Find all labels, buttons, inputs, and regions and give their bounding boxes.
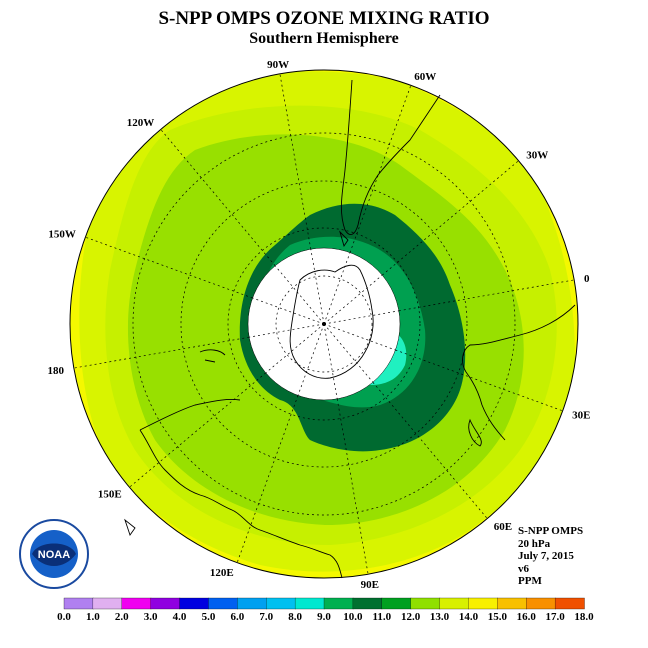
colorbar-swatch <box>121 597 152 610</box>
colorbar-tick-label: 11.0 <box>372 611 391 623</box>
longitude-label: 90E <box>361 579 379 591</box>
south-pole-marker <box>322 322 326 326</box>
australia-coast <box>139 399 343 579</box>
colorbar-swatches <box>63 597 585 610</box>
colorbar-tick-label: 6.0 <box>230 611 244 623</box>
info-instrument: S-NPP OMPS <box>518 525 584 537</box>
noaa-logo: NOAA <box>19 519 89 589</box>
antarctica-coast <box>289 264 374 379</box>
coastlines <box>124 79 576 579</box>
colorbar-swatch <box>63 597 94 610</box>
longitude-label: 60W <box>414 71 436 83</box>
colorbar-swatch <box>208 597 238 610</box>
longitude-label: 150E <box>98 489 122 501</box>
colorbar-swatch <box>439 597 470 610</box>
longitude-label: 90W <box>267 59 289 71</box>
colorbar-tick-label: 3.0 <box>144 611 158 623</box>
graticule <box>73 73 575 575</box>
colorbar-swatch <box>410 597 441 610</box>
longitude-label: 120W <box>127 117 155 129</box>
colorbar-tick-label: 5.0 <box>202 611 216 623</box>
tasmania <box>124 518 136 536</box>
colorbar-swatch <box>294 597 325 610</box>
longitude-label: 60E <box>494 521 512 533</box>
longitude-label: 0 <box>584 273 590 285</box>
colorbar-tick-label: 8.0 <box>288 611 302 623</box>
info-panel: S-NPP OMPS 20 hPa July 7, 2015 v6 PPM <box>518 525 583 588</box>
colorbar-swatch <box>352 597 383 610</box>
longitude-label: 30W <box>526 149 548 161</box>
colorbar-swatch <box>150 597 181 610</box>
colorbar-tick-label: 10.0 <box>343 611 363 623</box>
noaa-logo-text: NOAA <box>38 549 70 561</box>
colorbar-swatch <box>237 597 267 610</box>
colorbar-swatch <box>497 597 527 610</box>
colorbar-tick-label: 7.0 <box>259 611 273 623</box>
lat-circle-80s <box>275 275 373 373</box>
colorbar-labels: 0.0 1.0 2.0 3.0 4.0 5.0 6.0 7.0 8.0 9.0 10.0 11.0 12… <box>57 611 594 623</box>
longitude-label: 180 <box>48 365 65 377</box>
noaa-logo-bird <box>32 543 76 566</box>
colorbar-swatch <box>179 597 210 610</box>
colorbar-tick-label: 13.0 <box>430 611 450 623</box>
colorbar-swatch <box>526 597 556 610</box>
colorbar-swatch <box>554 597 585 610</box>
longitude-label: 30E <box>572 409 590 421</box>
ozone-field <box>70 70 578 578</box>
info-date: July 7, 2015 <box>518 550 574 562</box>
info-units: PPM <box>518 575 542 587</box>
lat-circle-50s <box>132 132 516 516</box>
colorbar-swatch <box>92 597 123 610</box>
colorbar-tick-label: 12.0 <box>401 611 421 623</box>
colorbar-tick-label: 1.0 <box>86 611 100 623</box>
colorbar-tick-label: 2.0 <box>115 611 129 623</box>
map-title: S-NPP OMPS OZONE MIXING RATIO <box>158 8 490 29</box>
africa-coast <box>462 304 576 441</box>
colorbar-tick-label: 14.0 <box>459 611 479 623</box>
colorbar-tick-label: 17.0 <box>545 611 565 623</box>
south-america-coast <box>340 79 441 236</box>
longitude-label: 150W <box>48 229 76 241</box>
colorbar-tick-label: 18.0 <box>574 611 594 623</box>
longitude-label: 120E <box>210 567 234 579</box>
colorbar-tick-label: 9.0 <box>317 611 331 623</box>
colorbar-tick-label: 0.0 <box>57 611 71 623</box>
colorbar-tick-label: 4.0 <box>173 611 187 623</box>
new-zealand <box>199 349 226 363</box>
colorbar-swatch <box>381 597 412 610</box>
colorbar-tick-label: 16.0 <box>517 611 537 623</box>
lat-circle-60s <box>180 180 468 468</box>
polar-boundary <box>247 247 401 401</box>
tierra-del-fuego <box>339 230 349 248</box>
madagascar <box>468 418 482 447</box>
colorbar-tick-label: 15.0 <box>488 611 508 623</box>
longitude-labels: 90W 60W 30W 0 30E 60E 90E 120E 150E 180 150W 120W <box>48 59 591 591</box>
info-version: v6 <box>518 562 529 575</box>
map-boundary <box>69 69 579 579</box>
info-level: 20 hPa <box>518 537 551 550</box>
map-subtitle: Southern Hemisphere <box>249 30 399 47</box>
lat-circle-70s <box>227 227 421 421</box>
colorbar-swatch <box>468 597 498 610</box>
colorbar-swatch <box>266 597 296 610</box>
colorbar-swatch <box>323 597 354 610</box>
